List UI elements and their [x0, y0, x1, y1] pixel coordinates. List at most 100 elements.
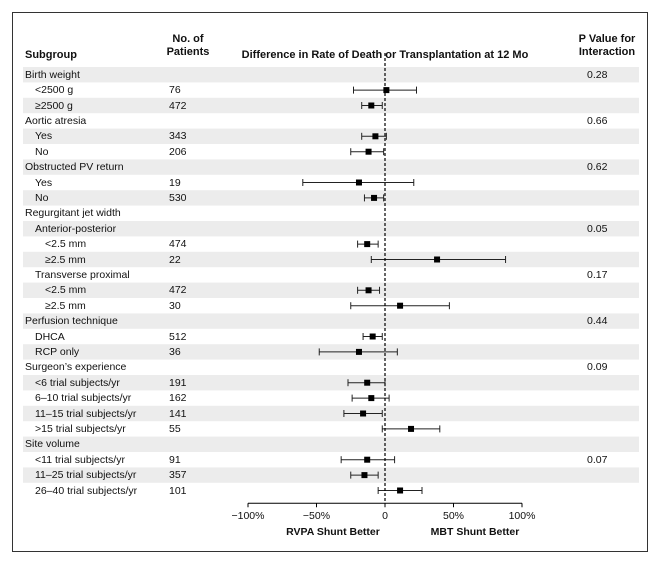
row-patients: 472	[169, 284, 187, 297]
header-patients: No. of Patients	[148, 33, 228, 59]
row-patients: 474	[169, 238, 187, 251]
forest-plot: −100% −50% 0 50% 100%	[23, 53, 639, 522]
point-estimate	[368, 102, 375, 109]
row-band	[23, 128, 639, 144]
row-patients: 206	[169, 145, 187, 158]
row-band	[23, 313, 639, 329]
row-label: <2.5 mm	[45, 284, 87, 297]
row-label: ≥2500 g	[35, 99, 73, 112]
row-label: Obstructed PV return	[25, 161, 124, 174]
row-patients: 472	[169, 99, 187, 112]
row-band	[23, 67, 639, 83]
row-label: DHCA	[35, 330, 65, 343]
point-estimate	[372, 133, 379, 140]
row-label: <2.5 mm	[45, 238, 87, 251]
row-pvalue: 0.07	[587, 453, 608, 466]
header-patients-line1: No. of	[172, 33, 204, 45]
row-label: Birth weight	[25, 68, 80, 81]
row-band	[23, 436, 639, 452]
point-estimate	[364, 456, 371, 463]
row-band	[23, 251, 639, 268]
row-pvalue: 0.05	[587, 222, 608, 235]
row-patients: 101	[169, 484, 187, 497]
row-patients: 36	[169, 345, 181, 358]
row-label: Aortic atresia	[25, 114, 87, 127]
row-patients: 76	[169, 84, 181, 97]
row-label: RCP only	[35, 345, 80, 358]
row-label: Perfusion technique	[25, 315, 118, 328]
row-patients: 343	[169, 130, 187, 143]
row-label: 11–15 trial subjects/yr	[35, 407, 137, 420]
axis-label-right: MBT Shunt Better	[430, 526, 520, 538]
row-label: >15 trial subjects/yr	[35, 422, 126, 435]
point-estimate	[355, 348, 362, 355]
point-estimate	[368, 395, 375, 402]
x-axis: −100% −50% 0 50% 100%	[232, 502, 536, 522]
row-band	[23, 467, 639, 483]
point-estimate	[364, 379, 371, 386]
row-label: Anterior-posterior	[35, 222, 117, 235]
row-label: ≥2.5 mm	[45, 253, 86, 266]
point-estimate	[365, 148, 372, 155]
estimate-marks	[302, 53, 507, 502]
row-label: ≥2.5 mm	[45, 299, 86, 312]
row-patients: 22	[169, 253, 181, 266]
row-label: No	[35, 191, 49, 204]
header-pvalue-line1: P Value for	[578, 33, 636, 45]
x-tick-label: 100%	[509, 510, 536, 522]
row-label: <11 trial subjects/yr	[35, 453, 125, 466]
row-label: Site volume	[25, 438, 80, 451]
point-estimate	[397, 302, 404, 309]
row-label: 26–40 trial subjects/yr	[35, 484, 138, 497]
point-estimate	[371, 194, 378, 201]
row-label: Regurgitant jet width	[25, 207, 121, 220]
row-patients: 55	[169, 422, 181, 435]
x-tick-label: −50%	[303, 510, 330, 522]
point-estimate	[408, 425, 415, 432]
row-band	[23, 97, 639, 114]
row-band	[23, 190, 639, 206]
point-estimate	[355, 179, 362, 186]
point-estimate	[364, 241, 371, 248]
row-pvalue: 0.62	[587, 161, 608, 174]
row-pvalue: 0.09	[587, 361, 608, 374]
point-estimate	[434, 256, 441, 263]
row-label: <2500 g	[35, 84, 74, 97]
row-patients: 512	[169, 330, 187, 343]
header-patients-line2: Patients	[166, 46, 210, 58]
point-estimate	[383, 87, 390, 94]
row-band	[23, 159, 639, 175]
axis-label-left: RVPA Shunt Better	[286, 526, 380, 538]
x-tick-label: 0	[382, 510, 388, 522]
row-patients: 357	[169, 469, 187, 482]
row-pvalue: 0.17	[587, 268, 608, 281]
row-patients: 530	[169, 191, 187, 204]
row-patients: 141	[169, 407, 187, 420]
x-tick-label: 50%	[443, 510, 464, 522]
row-label: 11–25 trial subjects/yr	[35, 469, 137, 482]
row-patients: 91	[169, 453, 181, 466]
row-label: Surgeon’s experience	[25, 361, 127, 374]
figure-frame: Subgroup No. of Patients Difference in R…	[12, 12, 648, 552]
header-pvalue: P Value for Interaction	[569, 33, 645, 59]
row-pvalue: 0.66	[587, 114, 608, 127]
row-band	[23, 375, 639, 391]
row-pvalue: 0.28	[587, 68, 608, 81]
row-bands	[23, 67, 639, 483]
point-estimate	[397, 487, 404, 494]
x-tick-label: −100%	[232, 510, 265, 522]
row-band	[23, 282, 639, 298]
row-patients: 30	[169, 299, 181, 312]
point-estimate	[369, 333, 376, 340]
row-patients: 19	[169, 176, 181, 189]
point-estimate	[361, 472, 368, 479]
point-estimate	[365, 287, 372, 294]
row-patients: 191	[169, 376, 187, 389]
row-pvalue: 0.44	[587, 315, 608, 328]
point-estimate	[360, 410, 367, 417]
row-label: Yes	[35, 130, 53, 143]
header-pvalue-line2: Interaction	[578, 46, 636, 58]
header-subgroup: Subgroup	[25, 49, 77, 61]
row-label: Yes	[35, 176, 53, 189]
row-patients: 162	[169, 392, 187, 405]
